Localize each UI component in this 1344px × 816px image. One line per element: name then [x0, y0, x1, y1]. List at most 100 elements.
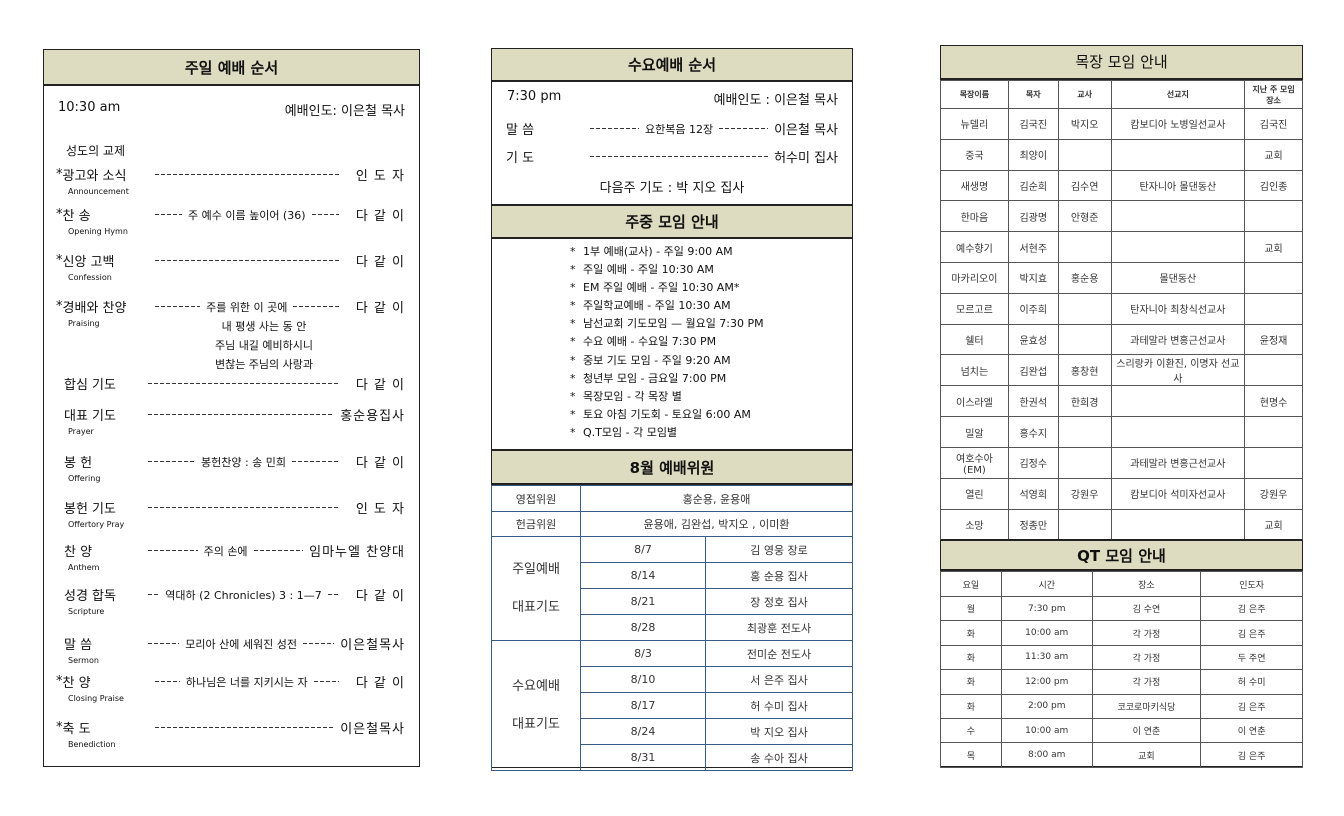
cell-row: 소망 정종만 교회: [940, 508, 1303, 541]
dotted-leader: [148, 414, 335, 415]
sunday-leader: 예배인도: 이은철 목사: [284, 104, 405, 119]
qt-row: 수 10:00 am 이 연춘 이 연춘: [940, 717, 1303, 744]
cell-value: 김광명: [1007, 200, 1059, 233]
cell-value: 홍창현: [1057, 354, 1112, 387]
cell-value: 김완섭: [1007, 354, 1059, 387]
cell-value: 현명수: [1244, 385, 1303, 418]
weekly-item: 토요 아침 기도회 - 토요일 6:00 AM: [570, 406, 764, 424]
order-label: 찬 송: [62, 209, 91, 224]
wednesday-person: 허수미 집사: [774, 151, 838, 166]
cell-value: 캄보디아 석미자선교사: [1110, 477, 1246, 510]
dotted-leader: [327, 594, 340, 595]
cell-value: 탄자니아 최창식선교사: [1110, 292, 1246, 325]
qt-value: 교회: [1091, 742, 1202, 768]
dotted-leader: [302, 643, 335, 644]
cell-header: 선교지: [1110, 80, 1246, 109]
praise-song: 내 평생 사는 동 안: [221, 320, 307, 333]
cell-value: 최양이: [1007, 138, 1059, 171]
prayer-row: 8/21 장 정호 집사: [492, 588, 853, 615]
order-english: Prayer: [68, 427, 94, 436]
prayer-person: 전미순 전도사: [705, 640, 853, 667]
dotted-leader: [148, 550, 198, 551]
cell-value: 스리랑카 이환진, 이명자 선교사: [1110, 354, 1246, 387]
order-person: 임마누엘 찬양대: [309, 545, 405, 560]
prayer-person: 홍 순용 집사: [705, 562, 853, 589]
cell-value: 윤효성: [1007, 323, 1059, 356]
cell-value: 김국진: [1007, 108, 1059, 140]
qt-value: 수: [940, 717, 1002, 744]
qt-value: 각 가정: [1091, 644, 1202, 671]
cell-value: 김인종: [1244, 169, 1303, 202]
cell-value: 중국: [940, 138, 1009, 171]
weekly-item: 주일 예배 - 주일 10:30 AM: [570, 261, 764, 279]
dotted-leader: [148, 594, 160, 595]
cell-value: [1057, 323, 1112, 356]
qt-value: 김 은주: [1200, 693, 1303, 719]
star-marker: *: [56, 207, 63, 222]
dotted-leader: [253, 550, 304, 551]
usher-names: 홍순용, 윤용애: [580, 485, 853, 512]
cell-value: 모르고르: [940, 292, 1009, 325]
offering-row: 헌금위원 윤용애, 김완섭, 박지오 , 이미환: [491, 511, 853, 537]
qt-value: 화: [940, 693, 1002, 719]
prayer-person: 장 정호 집사: [705, 588, 853, 615]
weekly-item: EM 주일 예배 - 주일 10:30 AM*: [570, 279, 764, 297]
order-label: 말 씀: [64, 638, 93, 653]
cell-value: 여호수아 (EM): [940, 446, 1009, 479]
wednesday-panel: 수요예배 순서 7:30 pm 예배인도 : 이은철 목사 말 씀 요한복음 12…: [491, 48, 853, 771]
sunday-time: 10:30 am: [58, 100, 121, 115]
weekly-item: Q.T모임 - 각 모임별: [570, 424, 764, 442]
order-person: 다 같 이: [355, 378, 405, 393]
cell-value: [1110, 416, 1246, 448]
order-detail: 하나님은 너를 지키시는 자: [185, 675, 308, 689]
order-english: Sermon: [68, 656, 99, 665]
prayer-row: 주일예배 대표기도 8/7 김 영웅 장로: [491, 536, 853, 641]
qt-value: 김 수연: [1091, 595, 1202, 622]
qt-value: 12:00 pm: [1000, 669, 1093, 695]
cell-value: [1110, 138, 1246, 171]
cell-value: 쉘터: [940, 323, 1009, 356]
order-person: 인 도 자: [355, 169, 405, 184]
cell-value: [1057, 446, 1112, 479]
usher-row: 영접위원 홍순용, 윤용애: [491, 485, 853, 512]
cell-value: 이주희: [1007, 292, 1059, 325]
order-person: 다 같 이: [355, 209, 405, 224]
order-label: 경배와 찬양: [62, 301, 127, 316]
praise-song: 변찮는 주님의 사랑과: [214, 358, 314, 371]
weekly-title: 주중 모임 안내: [492, 204, 852, 239]
qt-row: 목 8:00 am 교회 김 은주: [940, 742, 1303, 768]
dotted-leader: [148, 461, 195, 462]
weekly-item: 주일학교예배 - 주일 10:30 AM: [570, 297, 764, 315]
group-label-line: 대표기도: [512, 599, 560, 615]
order-item: * 경배와 찬양 주를 위한 이 곳에 다 같 이: [56, 297, 405, 316]
qt-header: 인도자: [1200, 571, 1303, 597]
order-item: 대표 기도 홍순용집사: [64, 405, 405, 424]
cell-row: 중국 최양이 교회: [940, 138, 1303, 171]
cell-value: 박지오: [1057, 108, 1112, 140]
qt-value: 김 은주: [1200, 620, 1303, 646]
prayer-group-label: 수요예배 대표기도: [491, 640, 581, 771]
sunday-service-panel: 주일 예배 순서 10:30 am 예배인도: 이은철 목사 성도의 교제 * 광…: [43, 49, 420, 767]
order-detail: 주를 위한 이 곳에: [206, 300, 288, 314]
wednesday-label: 말 씀: [506, 123, 535, 138]
order-person: 이은철목사: [340, 722, 405, 737]
cell-row: 마카리오이 박지효 홍순용 몰댄동산: [940, 261, 1303, 294]
qt-value: 화: [940, 620, 1002, 646]
prayer-row: 8/28 최광훈 전도사: [492, 614, 853, 641]
order-english: Closing Praise: [68, 694, 124, 703]
order-label: 신앙 고백: [62, 255, 115, 270]
order-person: 다 같 이: [355, 676, 405, 691]
cell-header: 지난 주 모임 장소: [1244, 80, 1303, 109]
cell-value: 탄자니아 몰댄동산: [1110, 169, 1246, 202]
cell-value: [1244, 416, 1303, 448]
prayer-date: 8/21: [580, 588, 706, 615]
prayer-group-label: 주일예배 대표기도: [491, 536, 581, 641]
sunday-title: 주일 예배 순서: [44, 50, 419, 86]
order-english: Announcement: [68, 187, 129, 196]
offering-label: 헌금위원: [491, 511, 581, 537]
cell-value: 한마음: [940, 200, 1009, 233]
order-english: Opening Hymn: [68, 227, 128, 236]
prayer-row: 8/14 홍 순용 집사: [492, 562, 853, 589]
cell-header-row: 목장이름 목자 교사 선교지 지난 주 모임 장소: [940, 80, 1303, 109]
qt-value: 김 은주: [1200, 742, 1303, 768]
